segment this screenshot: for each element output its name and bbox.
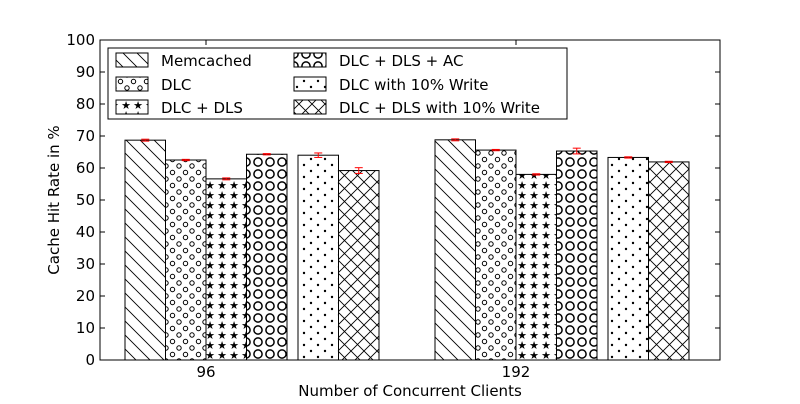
error-bar-96-series-4 bbox=[262, 153, 271, 156]
y-tick-label: 40 bbox=[76, 223, 95, 241]
error-bar-192-series-6 bbox=[664, 160, 673, 164]
bar-96-series-6 bbox=[338, 170, 380, 361]
legend-label: DLC + DLS with 10% Write bbox=[339, 99, 540, 117]
x-tick-label: 192 bbox=[502, 363, 531, 381]
bar-192-series-1 bbox=[434, 139, 476, 361]
y-axis: 0 10 20 30 40 50 60 70 80 90 100 bbox=[66, 31, 720, 369]
error-bar-96-series-2 bbox=[181, 158, 190, 162]
legend-label: DLC + DLS bbox=[161, 99, 243, 117]
error-bar-192-series-4 bbox=[572, 147, 581, 155]
error-bars-layer bbox=[141, 138, 673, 181]
bar-192-series-3 bbox=[515, 173, 557, 361]
bar-192-series-2 bbox=[475, 149, 517, 361]
legend-item-1: Memcached bbox=[115, 52, 252, 70]
legend-swatch bbox=[115, 76, 149, 92]
error-bar-96-series-5 bbox=[314, 152, 323, 158]
legend-item-4: DLC + DLS + AC bbox=[293, 52, 464, 70]
error-bar-192-series-2 bbox=[491, 148, 500, 152]
y-tick-label: 60 bbox=[76, 159, 95, 177]
legend: Memcached DLC DLC + DLS DLC + DLS + AC DLC w… bbox=[107, 47, 568, 120]
bar-96-series-5 bbox=[297, 154, 339, 361]
bar-96-series-4 bbox=[246, 153, 288, 361]
y-tick-label: 30 bbox=[76, 255, 95, 273]
y-tick-label: 90 bbox=[76, 63, 95, 81]
legend-swatch bbox=[293, 76, 327, 92]
bar-96-series-1 bbox=[124, 139, 166, 361]
error-bar-192-series-3 bbox=[532, 173, 541, 176]
error-bar-96-series-1 bbox=[141, 138, 150, 142]
bar-192-series-6 bbox=[648, 161, 690, 361]
legend-label: DLC bbox=[161, 76, 191, 94]
legend-frame bbox=[107, 47, 568, 120]
legend-label: Memcached bbox=[161, 52, 252, 70]
bar-192-series-4 bbox=[556, 150, 598, 361]
legend-swatch bbox=[115, 52, 149, 68]
bars-layer bbox=[124, 139, 690, 361]
error-bar-96-series-3 bbox=[222, 177, 231, 181]
legend-swatch bbox=[293, 52, 327, 68]
legend-item-2: DLC bbox=[115, 76, 191, 94]
bar-192-series-5 bbox=[607, 156, 649, 361]
x-axis: 96 192 bbox=[196, 40, 530, 381]
y-tick-label: 100 bbox=[66, 31, 95, 49]
y-tick-label: 10 bbox=[76, 319, 95, 337]
y-tick-label: 20 bbox=[76, 287, 95, 305]
y-tick-label: 70 bbox=[76, 127, 95, 145]
error-bar-96-series-6 bbox=[354, 167, 363, 174]
legend-item-3: DLC + DLS bbox=[115, 99, 243, 117]
y-tick-label: 80 bbox=[76, 95, 95, 113]
legend-item-6: DLC + DLS with 10% Write bbox=[293, 99, 540, 117]
legend-items: Memcached DLC DLC + DLS DLC + DLS + AC DLC w… bbox=[115, 52, 540, 117]
legend-label: DLC with 10% Write bbox=[339, 76, 488, 94]
legend-swatch bbox=[293, 99, 327, 115]
error-bar-192-series-5 bbox=[624, 156, 633, 159]
x-tick-label: 96 bbox=[196, 363, 215, 381]
y-tick-label: 0 bbox=[85, 351, 95, 369]
error-bar-192-series-1 bbox=[451, 138, 460, 142]
legend-label: DLC + DLS + AC bbox=[339, 52, 464, 70]
x-axis-label: Number of Concurrent Clients bbox=[298, 382, 522, 400]
legend-item-5: DLC with 10% Write bbox=[293, 76, 488, 94]
legend-swatch bbox=[115, 99, 149, 115]
y-tick-label: 50 bbox=[76, 191, 95, 209]
bar-96-series-3 bbox=[205, 178, 247, 361]
y-axis-label: Cache Hit Rate in % bbox=[45, 125, 63, 274]
bar-96-series-2 bbox=[165, 159, 207, 361]
